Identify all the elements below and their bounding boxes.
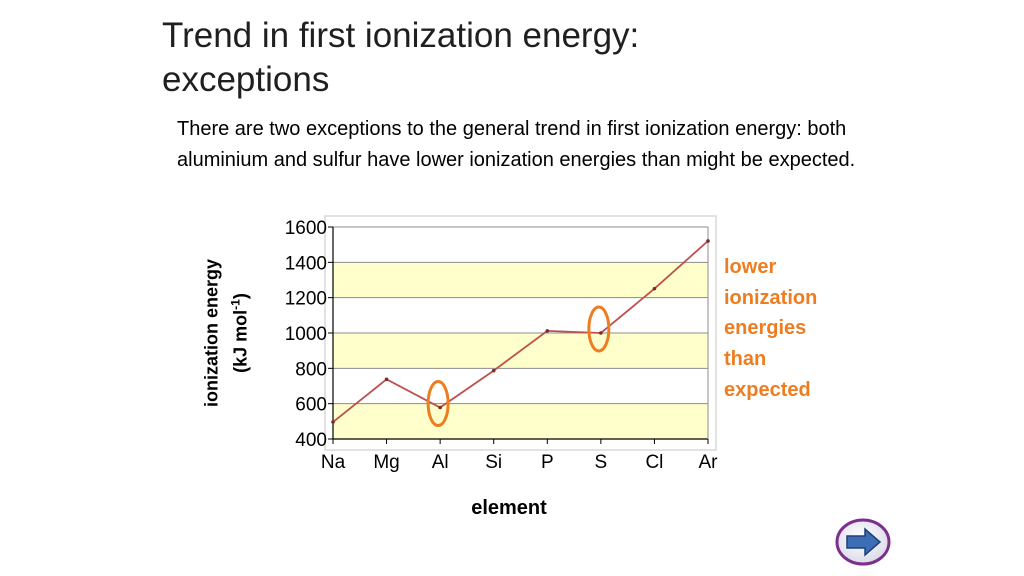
y-tick-label: 400 xyxy=(295,430,327,451)
y-tick-label: 600 xyxy=(295,395,327,416)
x-tick-label: Si xyxy=(485,452,502,473)
y-tick-label: 1200 xyxy=(285,289,327,310)
x-tick-label: P xyxy=(541,452,554,473)
y-tick-label: 1000 xyxy=(285,324,327,345)
x-tick-label: Na xyxy=(321,452,346,473)
slide-title-line1: Trend in first ionization energy: xyxy=(162,16,640,55)
y-tick-label: 800 xyxy=(295,359,327,380)
slide-title-line2: exceptions xyxy=(162,60,330,99)
data-point xyxy=(384,377,389,382)
series-line xyxy=(332,240,709,423)
plot-band xyxy=(333,262,708,298)
y-tick-label: 1400 xyxy=(285,253,327,274)
data-point xyxy=(438,405,442,410)
annotation-line: lower xyxy=(724,256,777,278)
x-tick-label: Cl xyxy=(645,452,663,473)
x-tick-label: Ar xyxy=(699,452,719,473)
annotation-line: than xyxy=(724,348,767,371)
data-point xyxy=(652,286,657,291)
data-point xyxy=(706,239,710,243)
annotation-line: ionization xyxy=(724,286,818,309)
data-point xyxy=(599,331,603,335)
annotation-line: energies xyxy=(724,317,807,340)
data-point xyxy=(331,420,335,424)
x-axis-label: element xyxy=(471,497,547,519)
x-tick-label: Mg xyxy=(373,452,399,473)
annotation-line: expected xyxy=(724,378,811,401)
x-tick-label: Al xyxy=(432,452,449,473)
plot-band xyxy=(333,403,708,439)
exceptions-annotation: lower ionization energies than expected xyxy=(724,252,854,406)
y-tick-label: 1600 xyxy=(285,218,327,239)
slide-body-text: There are two exceptions to the general … xyxy=(177,118,856,171)
exception-highlight-ellipse xyxy=(426,380,450,428)
next-arrow-icon xyxy=(835,518,891,566)
data-point xyxy=(491,368,496,373)
exception-highlight-ellipse xyxy=(587,305,611,353)
slide-title: Trend in first ionization energy: except… xyxy=(162,14,862,102)
next-slide-button[interactable] xyxy=(835,518,891,566)
x-tick-label: S xyxy=(595,452,608,473)
data-point xyxy=(545,329,550,333)
